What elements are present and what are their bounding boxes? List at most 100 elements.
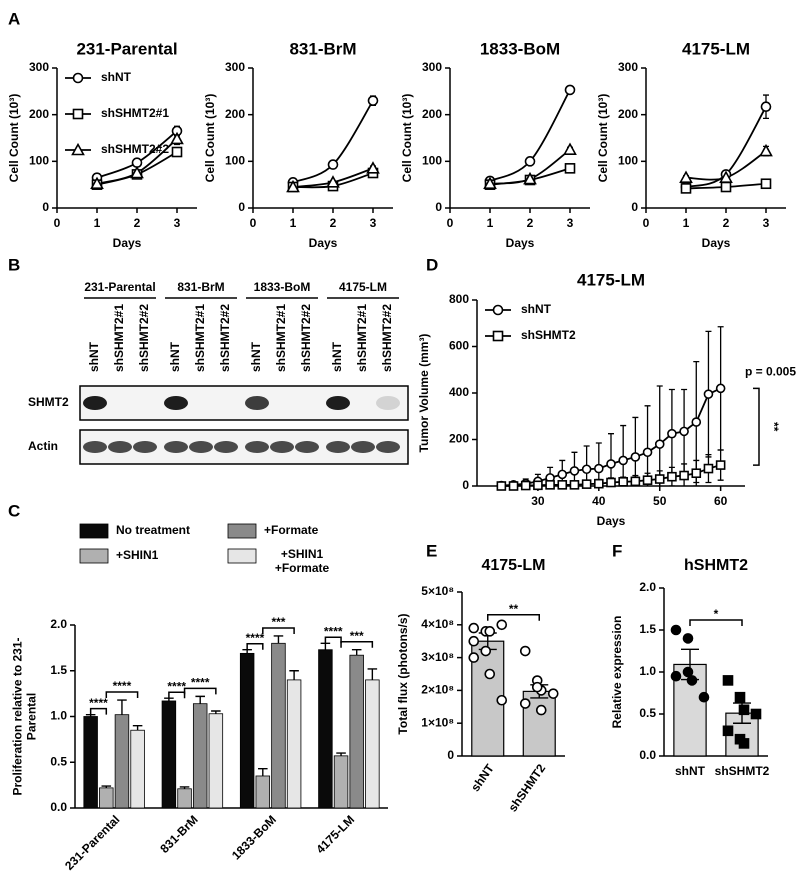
y-axis-label: Cell Count (10³) (596, 93, 611, 183)
y-axis-label: Relative expression (610, 615, 625, 729)
legend-label: shSHMT2#1 (101, 106, 169, 120)
marker (547, 688, 559, 699)
marker (760, 101, 772, 113)
marker (170, 131, 184, 145)
y-tick-label: 200 (29, 107, 49, 121)
x-tick-label: 3 (370, 216, 377, 230)
error-bar (336, 752, 346, 756)
marker (680, 183, 692, 194)
legend-swatch (227, 523, 257, 539)
marker (722, 725, 734, 737)
marker (670, 670, 682, 682)
marker (523, 171, 537, 185)
marker (738, 738, 750, 749)
y-axis-label: Cell Count (10³) (400, 93, 415, 183)
lane-label: shSHMT2#1 (112, 304, 126, 372)
y-tick-label: 100 (422, 154, 442, 168)
lane-label: shNT (168, 341, 182, 372)
x-tick-label: 30 (531, 494, 545, 508)
error-bar (242, 649, 252, 654)
error-bar (367, 668, 378, 680)
lane-label: shSHMT2#2 (299, 304, 313, 372)
significance-bracket (487, 614, 540, 621)
marker (759, 143, 773, 157)
x-tick-label: 1833-BoM (229, 812, 279, 862)
significance-label: *** (350, 629, 364, 643)
protein-label: SHMT2 (28, 395, 69, 409)
band (326, 396, 350, 410)
significance-bracket (183, 687, 217, 695)
marker (686, 675, 698, 686)
y-tick-label: 1×10⁸ (421, 715, 454, 729)
bar (271, 642, 286, 809)
marker (682, 666, 694, 678)
y-tick-label: 100 (29, 154, 49, 168)
panel-letter: F (612, 541, 622, 560)
error-bar (195, 695, 205, 704)
band (189, 441, 213, 453)
y-axis-label: Cell Count (10³) (7, 93, 22, 183)
marker (72, 72, 84, 84)
marker (492, 330, 504, 342)
marker (366, 161, 380, 174)
chart-title: 4175-LM (481, 557, 545, 574)
error-bar (289, 670, 299, 680)
marker (703, 389, 714, 399)
lane-label: shNT (330, 341, 344, 372)
marker (667, 428, 677, 439)
x-tick-label: 1 (94, 216, 101, 230)
chart-title: hSHMT2 (684, 557, 748, 574)
chart-title: 4175-LM (577, 270, 645, 289)
lane-label: shNT (249, 341, 263, 372)
y-axis-label: Cell Count (10³) (203, 93, 218, 183)
lane-label: shSHMT2#2 (218, 304, 232, 372)
marker (480, 645, 492, 657)
lane-label: shSHMT2#1 (193, 304, 207, 372)
bar (318, 649, 333, 809)
x-tick-label: 0 (250, 216, 257, 230)
y-tick-label: 200 (422, 107, 442, 121)
y-tick-label: 600 (449, 339, 469, 353)
bar (161, 700, 177, 809)
marker (606, 459, 616, 469)
chart-title: 831-BrM (289, 39, 356, 58)
marker (703, 463, 714, 474)
y-tick-label: 1.5 (50, 663, 67, 677)
legend-swatch (79, 523, 109, 539)
chart-title: 1833-BoM (480, 39, 560, 58)
significance-bracket (689, 619, 743, 626)
marker (524, 156, 536, 167)
y-axis-label-box: Cell Count (10³) (400, 93, 415, 183)
marker (563, 142, 577, 155)
legend-swatch (79, 548, 109, 564)
significance-bracket (324, 636, 342, 644)
marker (594, 463, 604, 474)
y-axis-label: Total flux (photons/s) (396, 613, 411, 735)
y-tick-label: 0 (447, 748, 454, 762)
y-axis-label-box: Tumor Volume (mm³) (417, 334, 431, 453)
marker (719, 170, 733, 183)
marker (698, 691, 710, 703)
marker (535, 704, 547, 716)
y-axis-label-box: Proliferation relative to 231-Parental (10, 637, 38, 795)
protein-label: Actin (28, 439, 58, 453)
x-tick-label: 1 (487, 216, 494, 230)
cell-line-label: 231-Parental (84, 280, 155, 294)
band (245, 396, 269, 410)
marker (468, 652, 480, 663)
bar (208, 713, 224, 809)
bar (177, 788, 192, 809)
marker (682, 633, 694, 644)
y-tick-label: 100 (618, 154, 638, 168)
marker (670, 624, 682, 636)
y-tick-label: 300 (422, 60, 442, 74)
band (270, 441, 294, 453)
marker (484, 626, 496, 637)
y-axis-label-box: Relative expression (610, 615, 625, 729)
panel-letter: D (426, 255, 438, 274)
marker (722, 675, 734, 686)
band (164, 441, 188, 453)
band (376, 441, 400, 453)
marker (630, 476, 641, 487)
